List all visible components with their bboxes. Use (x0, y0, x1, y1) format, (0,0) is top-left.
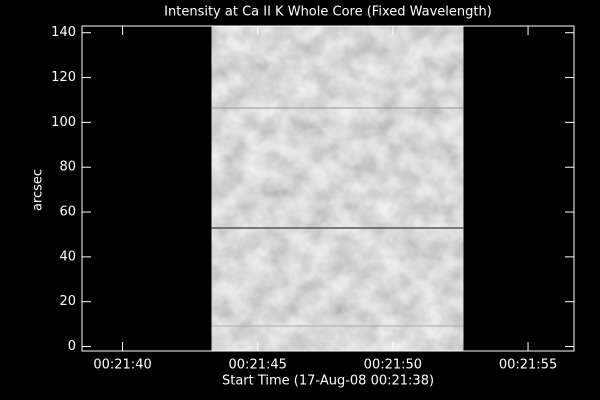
plot-frame (81, 25, 575, 352)
y-tick-label: 80 (59, 160, 76, 175)
y-tick-label: 0 (68, 339, 76, 354)
y-tick-label: 120 (51, 70, 76, 85)
y-axis-label: arcsec (31, 169, 46, 211)
y-tick-label: 20 (59, 294, 76, 309)
x-tick-label: 00:21:40 (93, 358, 151, 373)
x-axis-label: Start Time (17-Aug-08 00:21:38) (222, 374, 434, 389)
intensity-image (211, 26, 464, 351)
x-tick-label: 00:21:55 (499, 358, 557, 373)
x-tick-label: 00:21:50 (364, 358, 422, 373)
y-tick-label: 100 (51, 115, 76, 130)
x-tick-label: 00:21:45 (229, 358, 287, 373)
y-tick-label: 60 (59, 205, 76, 220)
y-tick-label: 140 (51, 25, 76, 40)
y-tick-label: 40 (59, 249, 76, 264)
chart-title: Intensity at Ca II K Whole Core (Fixed W… (164, 5, 492, 20)
